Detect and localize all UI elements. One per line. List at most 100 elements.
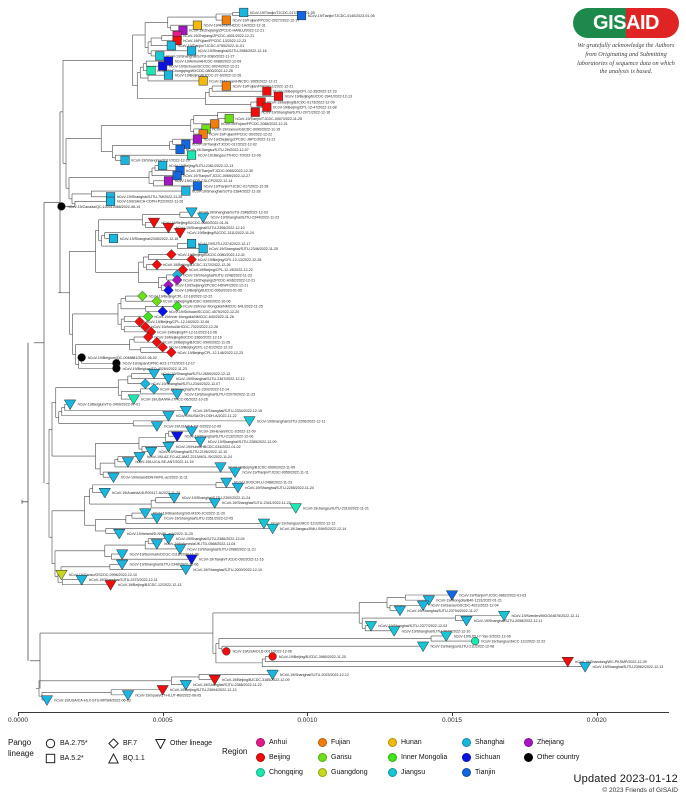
tree-tip[interactable]: hCoV-19/Shanghai/SJTU-2344/2022-11-23 (197, 212, 279, 224)
tree-tip[interactable]: hCoV-19/Henan/XCC-J/2022-12-09 (185, 426, 256, 438)
tree-tip[interactable]: hCoV-19/Jiangsu/JIMU-SIMS/2022-12-14 (266, 523, 346, 535)
tree-tip[interactable]: hCoV-19/Shanghai/SJTU-23962/2022-12-13 (578, 662, 663, 673)
region-legend-item[interactable]: Hunan (388, 738, 422, 747)
tip-marker-triangle-down[interactable] (208, 674, 221, 686)
tip-marker-triangle-down[interactable] (162, 374, 175, 385)
tree-tip[interactable]: hCoV-19/Beijing/CPL-12-35/2022-12-23 (262, 86, 337, 96)
tip-marker-square[interactable] (224, 114, 234, 124)
tree-tip[interactable]: hCoV-19/USA/WA-JTHCC-06/2022-10-26 (127, 394, 208, 406)
tip-marker-square[interactable] (198, 129, 208, 139)
tip-marker-triangle-down[interactable] (162, 534, 175, 545)
tip-marker-triangle-down[interactable] (497, 610, 511, 622)
tree-tip[interactable]: hCoV-19/Zhejiang/ZPCDC-HS62/2022-12-21 (171, 274, 255, 286)
tip-marker-triangle-down[interactable] (220, 477, 233, 489)
tree-tip[interactable]: hCoV-19/Shanghai/SJTU-2341/2022-11-22 (208, 498, 291, 509)
tree-tip[interactable]: hCoV-19/JOC/FLU-2488/2022-11-23 (220, 477, 292, 489)
pango-legend-item[interactable]: BA.5.2* (45, 753, 84, 764)
tree-tip[interactable]: hCoV-19/Belgium/TG-3409/2022-07-01 (63, 399, 140, 411)
tip-marker-triangle-down[interactable] (416, 641, 430, 653)
tip-marker-triangle-down[interactable] (162, 411, 175, 422)
tip-marker-triangle-down[interactable] (139, 508, 152, 519)
tip-marker-square[interactable] (163, 176, 173, 186)
tree-tip[interactable]: hCoV-19/USA/CA-CT-0/2022-12-09 (150, 421, 221, 432)
tip-marker-triangle-down[interactable] (179, 680, 192, 691)
tree-tip[interactable]: hCoV-19/Shanghai/SJTU-2088/2022-11-21 (173, 544, 256, 555)
tree-tip[interactable]: hCoV-19/Shanghai/SJTU-2334/2022-12-15 (179, 406, 262, 417)
tree-tip[interactable]: hCoV-19/Shanghai/SJTU-2367/2022-12-12 (162, 374, 245, 385)
tip-marker-triangle-down[interactable] (440, 631, 453, 642)
tree-tip[interactable]: hCoV-19/Ireland/D-NVRL-ack/2022-11-20 (113, 529, 193, 540)
tip-marker-diamond[interactable] (166, 249, 177, 260)
tip-marker-triangle-down[interactable] (266, 523, 279, 535)
tree-tip[interactable]: hCoV-19/USA/OLD-0017/2022-12-06 (222, 647, 292, 656)
tip-marker-triangle-down[interactable] (121, 457, 135, 468)
tip-marker-triangle-down[interactable] (113, 529, 126, 540)
pango-legend-item[interactable]: Other lineage (154, 738, 212, 750)
tip-marker-diamond[interactable] (140, 378, 151, 389)
tree-tip[interactable]: hCoV-19/Shanghai/SJTU-2351/2022-12-05 (150, 513, 233, 525)
tree-tip[interactable]: hCoV-19/Beijing/BJCDC-3941/2022-12-13 (273, 91, 352, 101)
tree-tip[interactable]: hCoV-19/Belgium/QC-0048881/2022-06-02 (77, 353, 157, 362)
tree-tip[interactable]: hCoV-19/Inner Mongolia/NMCDC-641/2022-11… (171, 301, 263, 312)
region-legend-item[interactable]: Guangdong (318, 768, 368, 777)
tip-marker-square[interactable] (262, 86, 272, 96)
tip-marker-triangle-down[interactable] (416, 600, 430, 612)
tip-marker-diamond[interactable] (134, 316, 145, 327)
tree-tip[interactable]: hCoV-19/Beijing/BJCDC-0300/2022-10-06 (151, 295, 230, 307)
tip-marker-triangle-down[interactable] (228, 467, 242, 479)
tip-marker-diamond[interactable] (171, 301, 183, 312)
tree-tip[interactable]: hCoV-19/Shanghai/SJTU-2384/2022-11-28 (181, 186, 261, 196)
tree-tip[interactable]: hCoV-19/Anhui/AHCDC-7022/2022-12-26 (140, 321, 218, 332)
tip-marker-diamond[interactable] (171, 274, 183, 286)
tree-tip[interactable]: hCoV-19/Shanghai/SJTU-2306/2022-12-10 (162, 222, 245, 234)
tree-tip[interactable]: hCoV-19/Beijing/BJCDC-3980/2022-11-20 (268, 652, 346, 661)
tree-tip[interactable]: hCoV-19/Beijing/BJCDC-0900/2022-11-25 (151, 336, 230, 348)
pango-legend-item[interactable]: BF.7 (108, 738, 137, 749)
tree-tip[interactable]: hCoV-19/Tianjin/TJCDC-0755/2022-11-01 (166, 41, 244, 51)
tip-marker-square[interactable] (163, 56, 173, 66)
tip-marker-triangle-down[interactable] (185, 207, 198, 219)
tree-tip[interactable]: hCoV-19/Shanghai/SJTU-2080/2022-11-27 (155, 51, 235, 61)
tree-tip[interactable]: hCoV-19/Tianjin/TJCDC-0862/2022-01-03 (445, 590, 526, 601)
tip-marker-square[interactable] (172, 36, 182, 46)
tree-tip[interactable]: hCoV-19/Canada/QC-L00010468/2022-06-14 (57, 202, 141, 211)
tip-marker-square[interactable] (106, 196, 116, 206)
tip-marker-triangle-down[interactable] (170, 431, 184, 443)
tree-tip[interactable]: hCoV-19/Shanghai/SJTU-2085/2022-12-16 (187, 46, 267, 56)
tree-tip[interactable]: hCoV-19/Hunan/HCDC-1H/2022-12-31 (192, 20, 266, 30)
tree-tip[interactable]: hCoV-19/Jiangsu/SJTU-2319/2022-11-21 (289, 503, 369, 514)
tip-marker-triangle-down[interactable] (231, 482, 245, 494)
region-legend-item[interactable]: Anhui (256, 738, 287, 747)
tree-tip[interactable]: hCoV-19/Beijing/CPL-12-16/2022-12-06 (134, 316, 210, 327)
tip-marker-square[interactable] (120, 155, 130, 165)
tip-marker-triangle-down[interactable] (266, 669, 279, 681)
tree-tip[interactable]: hCoV-19/Spain/CT-HLUT-RB/2022-06-05 (121, 690, 201, 701)
region-legend-item[interactable]: Chongqing (256, 768, 303, 777)
tip-marker-triangle-down[interactable] (127, 394, 140, 406)
tip-marker-square[interactable] (192, 181, 202, 191)
tip-marker-triangle-down[interactable] (460, 616, 473, 627)
tip-marker-triangle-down[interactable] (197, 212, 210, 224)
tip-marker-triangle-down[interactable] (445, 590, 459, 601)
tree-tip[interactable]: hCoV-19/Shanghai/SJTU-2300/2022-11-24 (168, 493, 251, 504)
tree-tip[interactable]: hCoV-19/Gansu/GSCDC-0996/2022-12-10 (55, 569, 137, 581)
tip-marker-triangle-down[interactable] (422, 595, 436, 607)
tree-tip[interactable]: hCoV-19/Shanghai/SJTU-2255/2022-11-24 (231, 482, 314, 494)
tip-marker-square[interactable] (166, 41, 176, 51)
tip-marker-triangle-down[interactable] (98, 488, 111, 499)
tree-tip[interactable]: hCoV-19/Tianjin/TJCDC-017/2022-12-28 (192, 181, 268, 191)
tree-tip[interactable]: hCoV-19/Shanghai/SJTU-2302/2022-12-14 (148, 383, 229, 395)
tip-marker-triangle-down[interactable] (144, 447, 158, 458)
region-legend-item[interactable]: Inner Mongolia (388, 753, 447, 762)
tip-marker-triangle-down[interactable] (116, 549, 129, 560)
tip-marker-triangle-down[interactable] (104, 580, 117, 591)
region-legend-item[interactable]: Jiangsu (388, 768, 425, 777)
tree-tip[interactable]: hCoV-19/Beijing/BJCDC-3172/2022-12-26 (151, 259, 230, 270)
tree-tip[interactable]: hCoV-19/Shanghai/SJTU-2071/2022-12-16 (250, 107, 330, 117)
pango-legend-item[interactable]: BA.2.75* (45, 738, 88, 749)
tree-tip[interactable]: hCoV-19/Ireland/DN-NVRL-ac/2022-11-11 (107, 472, 188, 484)
tree-tip[interactable]: hCoV-19/Beijing/BJCDC-0090/2022-11-09 (214, 462, 295, 473)
tree-tip[interactable]: hCoV-19/Beijing/CPL-12-47/2022-12-08 (262, 102, 337, 112)
tree-tip[interactable]: hCoV-19/Gansu/GSCDC-4021/2022-12-04 (416, 600, 499, 612)
tree-tip[interactable]: hCoV-19/Fujian/FPCDC-2088/2022-12-01 (210, 119, 288, 129)
